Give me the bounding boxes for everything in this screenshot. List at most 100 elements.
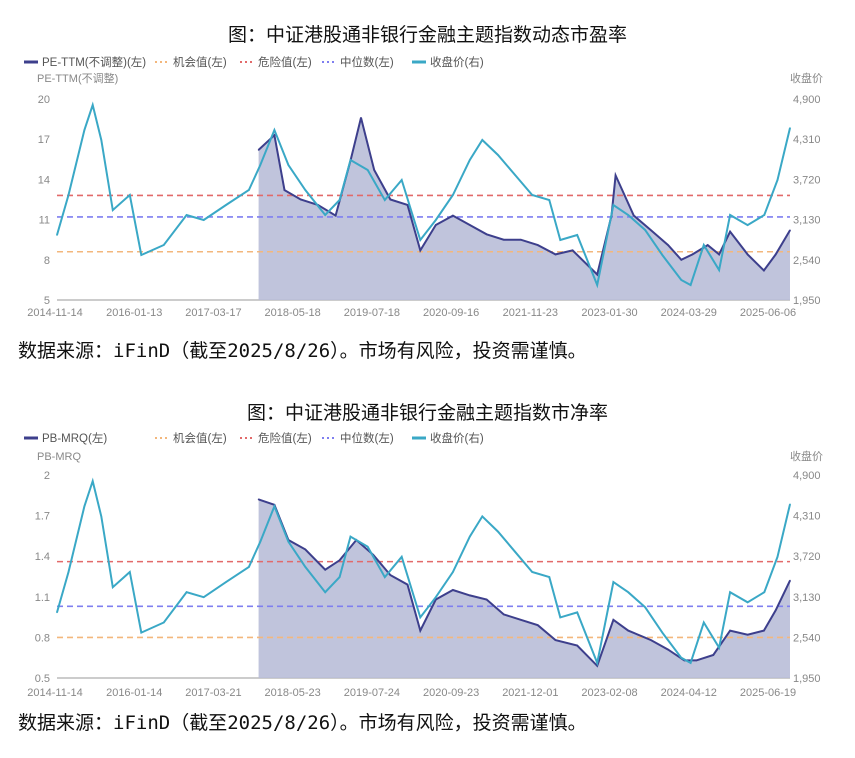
close-price-point (140, 631, 143, 634)
x-tick: 2021-11-23 (503, 307, 558, 319)
close-price-point (185, 214, 188, 216)
y-tick-right: 3,720 (793, 551, 821, 563)
close-price-point (661, 631, 664, 634)
close-price-point (366, 545, 369, 548)
close-price-point (576, 234, 579, 236)
y-axis-right-label: 收盘价 (790, 71, 823, 85)
legend-label: 收盘价(右) (430, 431, 484, 445)
legend-item[interactable]: 危险值(左) (240, 431, 312, 445)
legend-item[interactable]: PB-MRQ(左) (24, 431, 107, 445)
main-series-point (324, 568, 327, 571)
close-price-point (91, 480, 94, 482)
close-price-point (259, 540, 262, 543)
main-series-point (789, 229, 791, 232)
chart1-pe-ttm: PE-TTM(不调整)(左) 机会值(左) 危险值(左) 中位数(左) 收盘价(右)PE… (24, 55, 823, 319)
main-series-point (789, 579, 791, 582)
main-series-point (452, 214, 454, 217)
close-price-point (469, 159, 471, 161)
close-price-point (434, 596, 437, 599)
main-series-point (576, 644, 579, 647)
x-tick: 2024-03-29 (661, 307, 717, 319)
close-price-point (481, 139, 484, 141)
close-price-point (91, 104, 94, 106)
main-series-point (334, 214, 337, 217)
main-series-point (614, 174, 617, 177)
main-series-point (746, 253, 749, 256)
main-series-point (774, 609, 777, 612)
main-series-point (502, 613, 505, 616)
close-price-point (612, 581, 615, 583)
chart1-source-note: 数据来源：iFinD（截至2025/8/26）。市场有风险，投资需谨慎。 (18, 340, 587, 362)
x-tick: 2023-01-30 (581, 307, 637, 319)
close-price-point (83, 505, 86, 508)
close-price-point (729, 591, 731, 593)
main-series-point (406, 204, 409, 206)
legend-item[interactable]: PE-TTM(不调整)(左) (24, 55, 146, 69)
x-tick: 2019-07-24 (344, 687, 400, 699)
main-series-point (452, 589, 454, 591)
close-price-point (452, 194, 454, 196)
main-series-point (419, 629, 422, 632)
legend-item[interactable]: 收盘价(右) (412, 431, 484, 445)
close-price-point (324, 214, 327, 216)
main-series-point (373, 169, 375, 171)
y-tick-left: 5 (44, 295, 50, 307)
y-tick-right: 4,310 (793, 511, 821, 523)
close-price-point (400, 179, 403, 181)
main-series-point (485, 598, 488, 601)
close-price-point (763, 591, 766, 593)
close-price-point (225, 204, 227, 206)
y-axis-left-label: PB-MRQ (37, 451, 81, 463)
close-price-point (763, 214, 766, 216)
close-price-point (163, 621, 165, 624)
close-price-point (338, 199, 341, 201)
close-price-point (67, 571, 70, 573)
main-series-point (774, 253, 777, 256)
close-price-point (689, 662, 692, 664)
main-series-point (338, 559, 341, 562)
main-series-area (258, 117, 790, 300)
x-tick: 2014-11-14 (27, 307, 82, 319)
close-price-point (703, 621, 705, 624)
close-price-point (383, 576, 386, 578)
main-series-point (633, 214, 635, 217)
close-price-point (287, 164, 290, 166)
x-tick: 2017-03-17 (185, 307, 241, 319)
close-price-point (383, 199, 386, 201)
x-tick: 2024-04-12 (661, 687, 717, 699)
close-price-point (729, 214, 731, 216)
close-price-point (140, 254, 143, 256)
x-tick: 2014-11-14 (27, 687, 82, 699)
main-series-point (650, 639, 652, 641)
x-tick: 2023-02-08 (581, 687, 637, 699)
main-series-point (520, 238, 522, 241)
main-series-point (612, 619, 615, 621)
main-series-point (257, 498, 260, 501)
legend-item[interactable]: 中位数(左) (322, 431, 394, 445)
legend-label: 中位数(左) (340, 55, 394, 69)
close-price-point (746, 601, 749, 604)
y-tick-left: 1.7 (35, 511, 50, 523)
y-tick-left: 17 (38, 134, 50, 146)
x-tick: 2017-03-21 (185, 687, 241, 699)
main-series-point (536, 624, 539, 627)
legend-label: PE-TTM(不调整)(左) (42, 55, 146, 69)
legend-item[interactable]: 机会值(左) (155, 431, 227, 445)
legend-label: 危险值(左) (258, 55, 312, 69)
main-series-point (406, 583, 409, 586)
main-series-point (718, 253, 720, 256)
close-price-point (202, 219, 205, 221)
legend-item[interactable]: 机会值(左) (155, 55, 227, 69)
legend-item[interactable]: 收盘价(右) (412, 55, 484, 69)
x-tick: 2016-01-14 (106, 687, 162, 699)
x-tick: 2016-01-13 (106, 307, 162, 319)
legend-item[interactable]: 危险值(左) (240, 55, 312, 69)
close-price-point (112, 209, 114, 211)
main-series-point (712, 654, 715, 656)
close-price-point (789, 503, 791, 506)
x-tick: 2025-06-06 (740, 307, 796, 319)
y-tick-right: 1,950 (793, 673, 821, 685)
close-price-point (596, 284, 598, 286)
legend-item[interactable]: 中位数(左) (322, 55, 394, 69)
close-price-point (497, 530, 499, 533)
